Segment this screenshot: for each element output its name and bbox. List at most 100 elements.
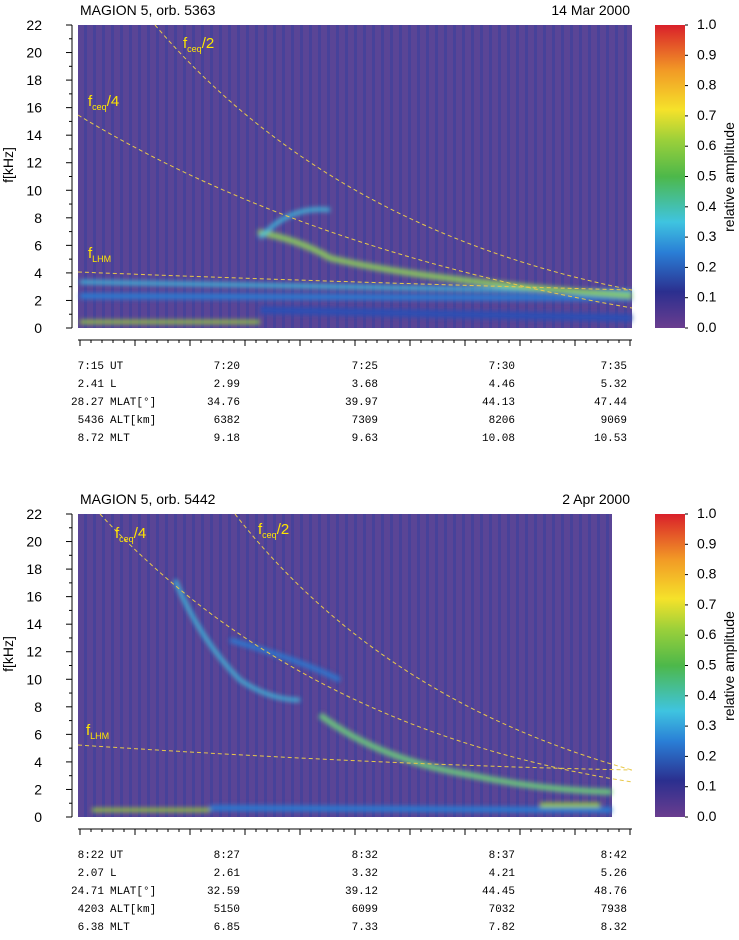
emission bbox=[209, 805, 613, 813]
ephemeris-value: 6.85 bbox=[214, 922, 240, 934]
y-tick-label: 8 bbox=[34, 210, 42, 226]
ephemeris-value: 7309 bbox=[352, 415, 378, 427]
ephemeris-value: 5436 bbox=[78, 415, 104, 427]
curve-label: fceq/2 bbox=[258, 521, 289, 540]
ephemeris-value: 44.13 bbox=[482, 397, 515, 409]
ephemeris-value: 9069 bbox=[601, 415, 627, 427]
ephemeris-value: 4203 bbox=[78, 904, 104, 916]
ephemeris-value: 6099 bbox=[352, 904, 378, 916]
colorbar-tick-label: 0.0 bbox=[697, 319, 717, 335]
emission bbox=[258, 207, 331, 240]
colorbar-tick-label: 0.1 bbox=[697, 289, 717, 305]
ephemeris-value: 5.26 bbox=[601, 868, 627, 880]
ephemeris-value: 32.59 bbox=[207, 886, 240, 898]
colorbar-tick-label: 0.5 bbox=[697, 168, 717, 184]
ephemeris-label: UT bbox=[110, 850, 124, 862]
emission bbox=[259, 306, 633, 322]
colorbar-tick-label: 0.5 bbox=[697, 657, 717, 673]
model-curve bbox=[154, 24, 633, 291]
ephemeris-value: 6382 bbox=[214, 415, 240, 427]
model-curve bbox=[77, 114, 633, 309]
y-tick-label: 18 bbox=[26, 561, 42, 577]
curve-label-sub: LHM bbox=[92, 254, 111, 264]
y-tick-label: 6 bbox=[34, 237, 42, 253]
y-tick-label: 0 bbox=[34, 320, 42, 336]
ephemeris-value: 10.53 bbox=[594, 433, 627, 445]
y-tick-label: 18 bbox=[26, 72, 42, 88]
ephemeris-value: 10.08 bbox=[482, 433, 515, 445]
curve-label-rest: /4 bbox=[107, 93, 120, 110]
colorbar-tick-label: 0.9 bbox=[697, 46, 717, 62]
curve-label-base: f bbox=[88, 245, 93, 262]
ephemeris-value: 7:15 bbox=[78, 361, 104, 373]
colorbar-tick-label: 0.0 bbox=[697, 808, 717, 824]
colorbar-tick-label: 0.9 bbox=[697, 535, 717, 551]
y-tick-label: 14 bbox=[26, 127, 42, 143]
curve-label: fceq/2 bbox=[183, 35, 214, 54]
ephemeris-value: 2.61 bbox=[214, 868, 241, 880]
ephemeris-value: 7938 bbox=[601, 904, 627, 916]
ephemeris-value: 2.99 bbox=[214, 379, 240, 391]
ephemeris-value: 39.97 bbox=[345, 397, 378, 409]
chart-title: MAGION 5, orb. 5363 bbox=[80, 2, 216, 18]
chart-date: 14 Mar 2000 bbox=[551, 2, 630, 18]
ephemeris-value: 8:32 bbox=[352, 850, 378, 862]
ephemeris-value: 8:22 bbox=[78, 850, 104, 862]
model-curve bbox=[234, 513, 633, 771]
ephemeris-value: 4.46 bbox=[489, 379, 515, 391]
y-axis-label: f[kHz] bbox=[0, 636, 16, 672]
colorbar-tick-label: 0.2 bbox=[697, 258, 717, 274]
colorbar-tick-label: 1.0 bbox=[697, 505, 717, 521]
ephemeris-value: 44.45 bbox=[482, 886, 515, 898]
curve-label: fceq/4 bbox=[115, 525, 146, 544]
spectrogram-features bbox=[79, 207, 633, 324]
y-tick-label: 2 bbox=[34, 292, 42, 308]
curve-label-sub: ceq bbox=[187, 44, 202, 54]
y-tick-label: 16 bbox=[26, 100, 42, 116]
y-tick-label: 20 bbox=[26, 45, 42, 61]
y-tick-label: 10 bbox=[26, 182, 42, 198]
colorbar-tick-label: 0.4 bbox=[697, 687, 717, 703]
ephemeris-value: 39.12 bbox=[345, 886, 378, 898]
colorbar-tick-label: 0.1 bbox=[697, 778, 717, 794]
ephemeris-value: 5150 bbox=[214, 904, 240, 916]
emission bbox=[318, 712, 613, 795]
y-tick-label: 22 bbox=[26, 506, 42, 522]
model-curve bbox=[77, 271, 633, 291]
ephemeris-value: 2.07 bbox=[78, 868, 104, 880]
ephemeris-value: 8206 bbox=[489, 415, 515, 427]
ephemeris-label: MLT bbox=[110, 433, 130, 445]
colorbar-tick-label: 0.8 bbox=[697, 77, 717, 93]
ephemeris-label: MLT bbox=[110, 922, 130, 934]
chart-title: MAGION 5, orb. 5442 bbox=[80, 491, 216, 507]
ephemeris-value: 7:35 bbox=[601, 361, 627, 373]
ephemeris-value: 7.33 bbox=[352, 922, 378, 934]
ephemeris-value: 7032 bbox=[489, 904, 515, 916]
ephemeris-label: ALT[km] bbox=[110, 415, 156, 427]
ephemeris-label: L bbox=[110, 379, 117, 391]
ephemeris-value: 3.68 bbox=[352, 379, 378, 391]
y-tick-label: 4 bbox=[34, 265, 42, 281]
colorbar-tick-label: 0.6 bbox=[697, 626, 717, 642]
chart-date: 2 Apr 2000 bbox=[562, 491, 630, 507]
colorbar bbox=[655, 25, 685, 328]
colorbar-tick-label: 0.3 bbox=[697, 228, 717, 244]
ephemeris-value: 8:37 bbox=[489, 850, 515, 862]
y-tick-label: 12 bbox=[26, 155, 42, 171]
y-tick-label: 8 bbox=[34, 699, 42, 715]
colorbar-label: relative amplitude bbox=[721, 611, 737, 721]
y-tick-label: 20 bbox=[26, 534, 42, 550]
ephemeris-label: MLAT[°] bbox=[110, 397, 156, 409]
ephemeris-value: 24.71 bbox=[71, 886, 104, 898]
emission bbox=[229, 637, 342, 683]
y-tick-label: 12 bbox=[26, 644, 42, 660]
curve-label: fceq/4 bbox=[88, 93, 119, 112]
ephemeris-value: 3.32 bbox=[352, 868, 378, 880]
ephemeris-value: 7:25 bbox=[352, 361, 378, 373]
y-tick-label: 4 bbox=[34, 754, 42, 770]
ephemeris-value: 47.44 bbox=[594, 397, 627, 409]
ephemeris-value: 2.41 bbox=[78, 379, 105, 391]
ephemeris-label: MLAT[°] bbox=[110, 886, 156, 898]
colorbar-tick-label: 0.6 bbox=[697, 137, 717, 153]
